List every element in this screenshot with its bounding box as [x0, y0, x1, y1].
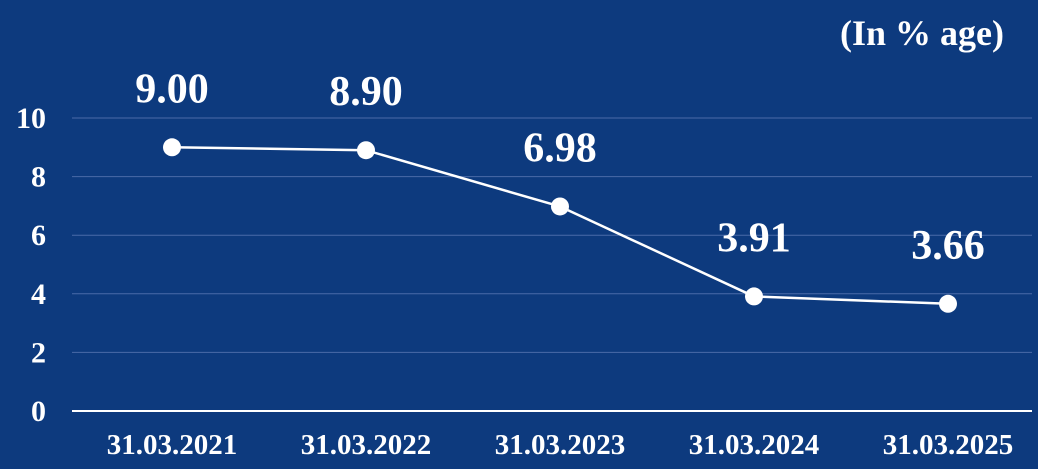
x-tick-label: 31.03.2021 — [107, 429, 238, 461]
data-label: 8.90 — [329, 69, 403, 115]
x-tick-label: 31.03.2025 — [883, 429, 1014, 461]
data-point — [551, 197, 569, 216]
y-tick-label: 6 — [31, 219, 46, 252]
data-point — [163, 138, 181, 157]
data-point — [939, 294, 957, 313]
data-label: 3.66 — [911, 223, 985, 269]
x-tick-label: 31.03.2024 — [689, 429, 820, 461]
y-tick-label: 10 — [16, 102, 46, 135]
data-label: 3.91 — [717, 215, 791, 261]
data-label: 9.00 — [135, 66, 209, 112]
x-tick-label: 31.03.2022 — [301, 429, 432, 461]
data-label: 6.98 — [523, 125, 597, 171]
data-point — [357, 141, 375, 160]
unit-label: (In % age) — [840, 13, 1004, 53]
y-tick-label: 0 — [31, 395, 46, 428]
y-tick-label: 4 — [31, 278, 46, 311]
y-tick-label: 2 — [31, 336, 46, 369]
y-tick-label: 8 — [31, 161, 46, 194]
x-tick-label: 31.03.2023 — [495, 429, 626, 461]
data-point — [745, 287, 763, 306]
